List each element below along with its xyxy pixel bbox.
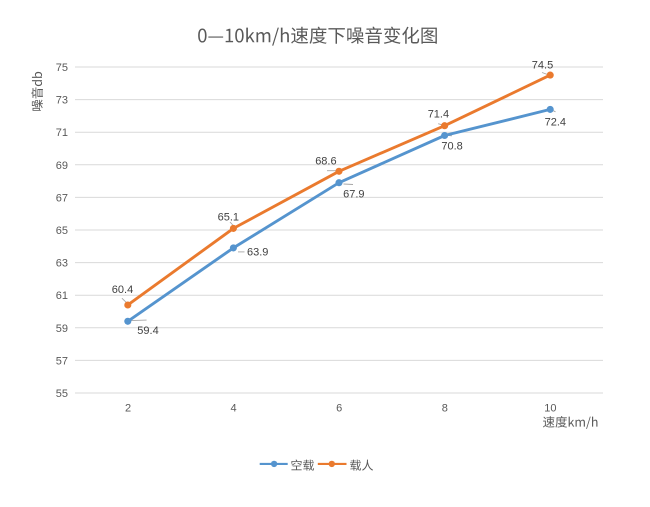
svg-text:70.8: 70.8 [441, 140, 462, 152]
svg-text:6: 6 [336, 403, 342, 415]
svg-text:59: 59 [56, 323, 68, 335]
svg-text:69: 69 [56, 160, 68, 172]
svg-text:68.6: 68.6 [315, 156, 336, 168]
svg-text:4: 4 [231, 403, 237, 415]
svg-text:67.9: 67.9 [343, 189, 364, 201]
svg-text:8: 8 [442, 403, 448, 415]
svg-text:63.9: 63.9 [247, 247, 268, 259]
svg-text:65.1: 65.1 [218, 211, 239, 223]
svg-text:59.4: 59.4 [137, 325, 158, 337]
svg-text:71: 71 [56, 127, 68, 139]
svg-text:10: 10 [544, 403, 556, 415]
svg-text:63: 63 [56, 258, 68, 270]
svg-text:75: 75 [56, 62, 68, 74]
svg-text:2: 2 [125, 403, 131, 415]
svg-text:72.4: 72.4 [545, 117, 566, 129]
svg-text:74.5: 74.5 [532, 60, 553, 72]
svg-text:55: 55 [56, 388, 68, 400]
svg-text:71.4: 71.4 [428, 109, 449, 121]
svg-text:61: 61 [56, 290, 68, 302]
svg-text:65: 65 [56, 225, 68, 237]
svg-text:60.4: 60.4 [112, 284, 133, 296]
svg-text:73: 73 [56, 95, 68, 107]
svg-text:57: 57 [56, 355, 68, 367]
svg-text:67: 67 [56, 192, 68, 204]
